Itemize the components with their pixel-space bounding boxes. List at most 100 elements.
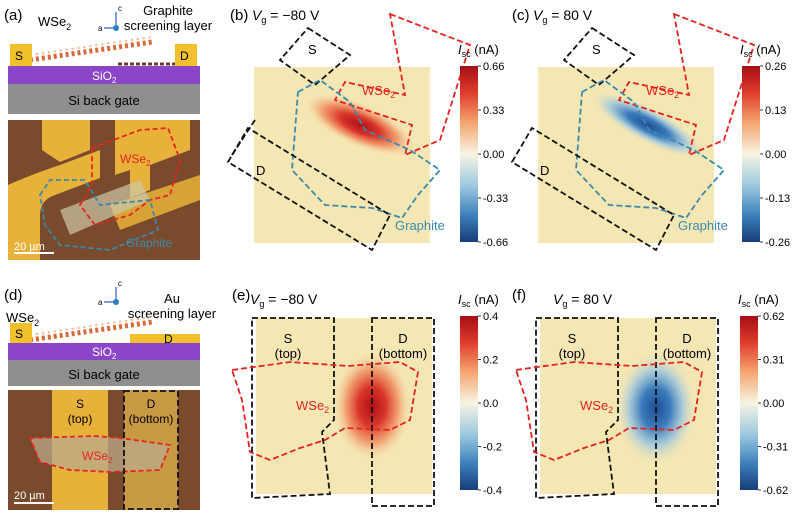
oxide-label: SiO2: [92, 69, 117, 85]
au-screening-layer: [130, 334, 200, 343]
axis-c-label: c: [118, 4, 122, 13]
colorbar-tick-label: -0.62: [763, 485, 788, 497]
drain-pos-e: (bottom): [379, 346, 427, 361]
panel-a: (a) c a WSe2 Graphite screening layer S …: [4, 3, 213, 260]
source-contact-outline-b: [278, 26, 352, 87]
scalebar-label: 20 µm: [14, 241, 45, 253]
colorbar-tick-label: 0.0: [483, 398, 498, 410]
material-label-f: WSe2: [580, 398, 613, 415]
colorbar-title-b: Isc (nA): [458, 42, 499, 59]
panel-c: (c) Vg = 80 V S D WSe2 Graphite Isc (nA)…: [510, 7, 790, 252]
scalebar-label-d: 20 µm: [14, 490, 45, 502]
device-material-label-d: WSe2: [6, 310, 39, 328]
drain-label: D: [180, 49, 189, 63]
oxide-layer-d: [8, 343, 200, 360]
drain-label-f: D: [682, 331, 691, 346]
axis-a-label: a: [98, 298, 103, 307]
photo-screen-label: Graphite: [126, 236, 172, 250]
si-gate-layer: [8, 84, 200, 114]
screening-line-1: Graphite: [143, 3, 193, 18]
colorbar-tick-label: 0.31: [763, 355, 784, 367]
source-electrode-d: [10, 323, 32, 343]
source-label-d: S: [15, 327, 23, 341]
photo-source-label: S: [76, 397, 84, 411]
colorbar-tick-label: 0.62: [763, 311, 784, 323]
photo-source-pos: (top): [68, 412, 93, 426]
panel-d: (d) c a WSe2 Au screening layer S D SiO2…: [4, 279, 217, 510]
colorbar-ticks-c: 0.26 0.13 0.00 -0.13 -0.26: [760, 61, 790, 249]
wse2-lattice-icon: [29, 316, 153, 343]
source-electrode: [10, 44, 32, 66]
graphite-outline-c: [575, 78, 726, 220]
colorbar-ticks-e: 0.4 0.2 0.0 -0.2 -0.4: [478, 311, 502, 497]
drain-electrode: [175, 44, 197, 66]
source-contact-outline-c: [562, 26, 636, 87]
photo-material-label: WSe2: [120, 152, 151, 168]
panel-a-label: (a): [4, 7, 22, 24]
panel-e-gate-voltage: Vg = −80 V: [250, 291, 318, 309]
screen-label-c: Graphite: [678, 218, 728, 233]
graphite-outline-b: [291, 78, 442, 220]
source-label-e: S: [284, 331, 293, 346]
drain-contact-outline-f: [655, 317, 719, 507]
drain-outline-photo: [123, 390, 179, 510]
panel-d-label: (d): [4, 287, 22, 304]
crystal-axis-icon: c a: [98, 4, 122, 33]
drain-pos-f: (bottom): [663, 346, 711, 361]
source-contact-outline-e: [251, 317, 335, 499]
screening-line-1-d: Au: [164, 291, 180, 306]
panel-b: (b) Vg = −80 V S D WSe2 Graphite Isc (nA…: [226, 7, 508, 252]
wse2-outline-f: [514, 361, 703, 461]
drain-label-d: D: [164, 332, 173, 346]
colorbar-tick-label: 0.4: [483, 311, 498, 323]
panel-b-gate-voltage: Vg = −80 V: [252, 7, 320, 25]
drain-label-c: D: [540, 163, 549, 178]
colorbar-tick-label: 0.00: [765, 149, 786, 161]
material-label-e: WSe2: [296, 398, 329, 415]
drain-label-e: D: [398, 331, 407, 346]
screening-line-2: screening layer: [124, 18, 213, 33]
axis-c-label: c: [118, 279, 122, 288]
colorbar-title-e: Isc (nA): [458, 292, 499, 309]
source-pos-e: (top): [275, 346, 302, 361]
material-label-b: WSe2: [362, 83, 395, 100]
colorbar-tick-label: -0.26: [765, 237, 790, 249]
photo-drain-label: D: [147, 397, 156, 411]
wse2-lattice-icon: [29, 36, 153, 63]
source-label: S: [15, 49, 23, 63]
oxide-layer: [8, 66, 200, 84]
colorbar-tick-label: -0.31: [763, 442, 788, 454]
device-material-label: WSe2: [38, 14, 71, 32]
photo-material-label-d: WSe2: [82, 449, 113, 465]
photo-drain-pos: (bottom): [129, 412, 174, 426]
source-label-f: S: [568, 331, 577, 346]
colorbar-tick-label: 0.00: [763, 398, 784, 410]
colorbar-tick-label: 0.13: [765, 105, 786, 117]
panel-c-gate-voltage: Vg = 80 V: [533, 7, 593, 25]
drain-contact-outline-c: [510, 126, 676, 252]
gate-label-d: Si back gate: [68, 367, 140, 382]
colorbar-tick-label: 0.00: [483, 149, 504, 161]
colorbar-tick-label: 0.33: [483, 105, 504, 117]
panel-e: (e) Vg = −80 V S (top) D (bottom) WSe2 I…: [230, 287, 502, 507]
panel-c-label: (c): [512, 7, 530, 24]
colorbar-c: [742, 66, 760, 242]
colorbar-e: [460, 316, 478, 490]
wse2-outline-e: [230, 361, 419, 461]
material-label-c: WSe2: [646, 83, 679, 100]
colorbar-tick-label: -0.2: [483, 442, 502, 454]
panel-b-label: (b): [230, 7, 248, 24]
drain-contact-outline-b: [226, 126, 392, 252]
colorbar-tick-label: 0.26: [765, 61, 786, 73]
source-label-c: S: [592, 42, 601, 57]
colorbar-tick-label: 0.66: [483, 61, 504, 73]
gate-label: Si back gate: [68, 93, 140, 108]
colorbar-tick-label: 0.2: [483, 355, 498, 367]
crystal-axis-icon: c a: [98, 279, 122, 307]
panel-f-gate-voltage: Vg = 80 V: [553, 291, 613, 309]
colorbar-tick-label: -0.4: [483, 485, 502, 497]
colorbar-f: [740, 316, 758, 490]
axis-a-label: a: [98, 24, 103, 33]
source-pos-f: (top): [559, 346, 586, 361]
